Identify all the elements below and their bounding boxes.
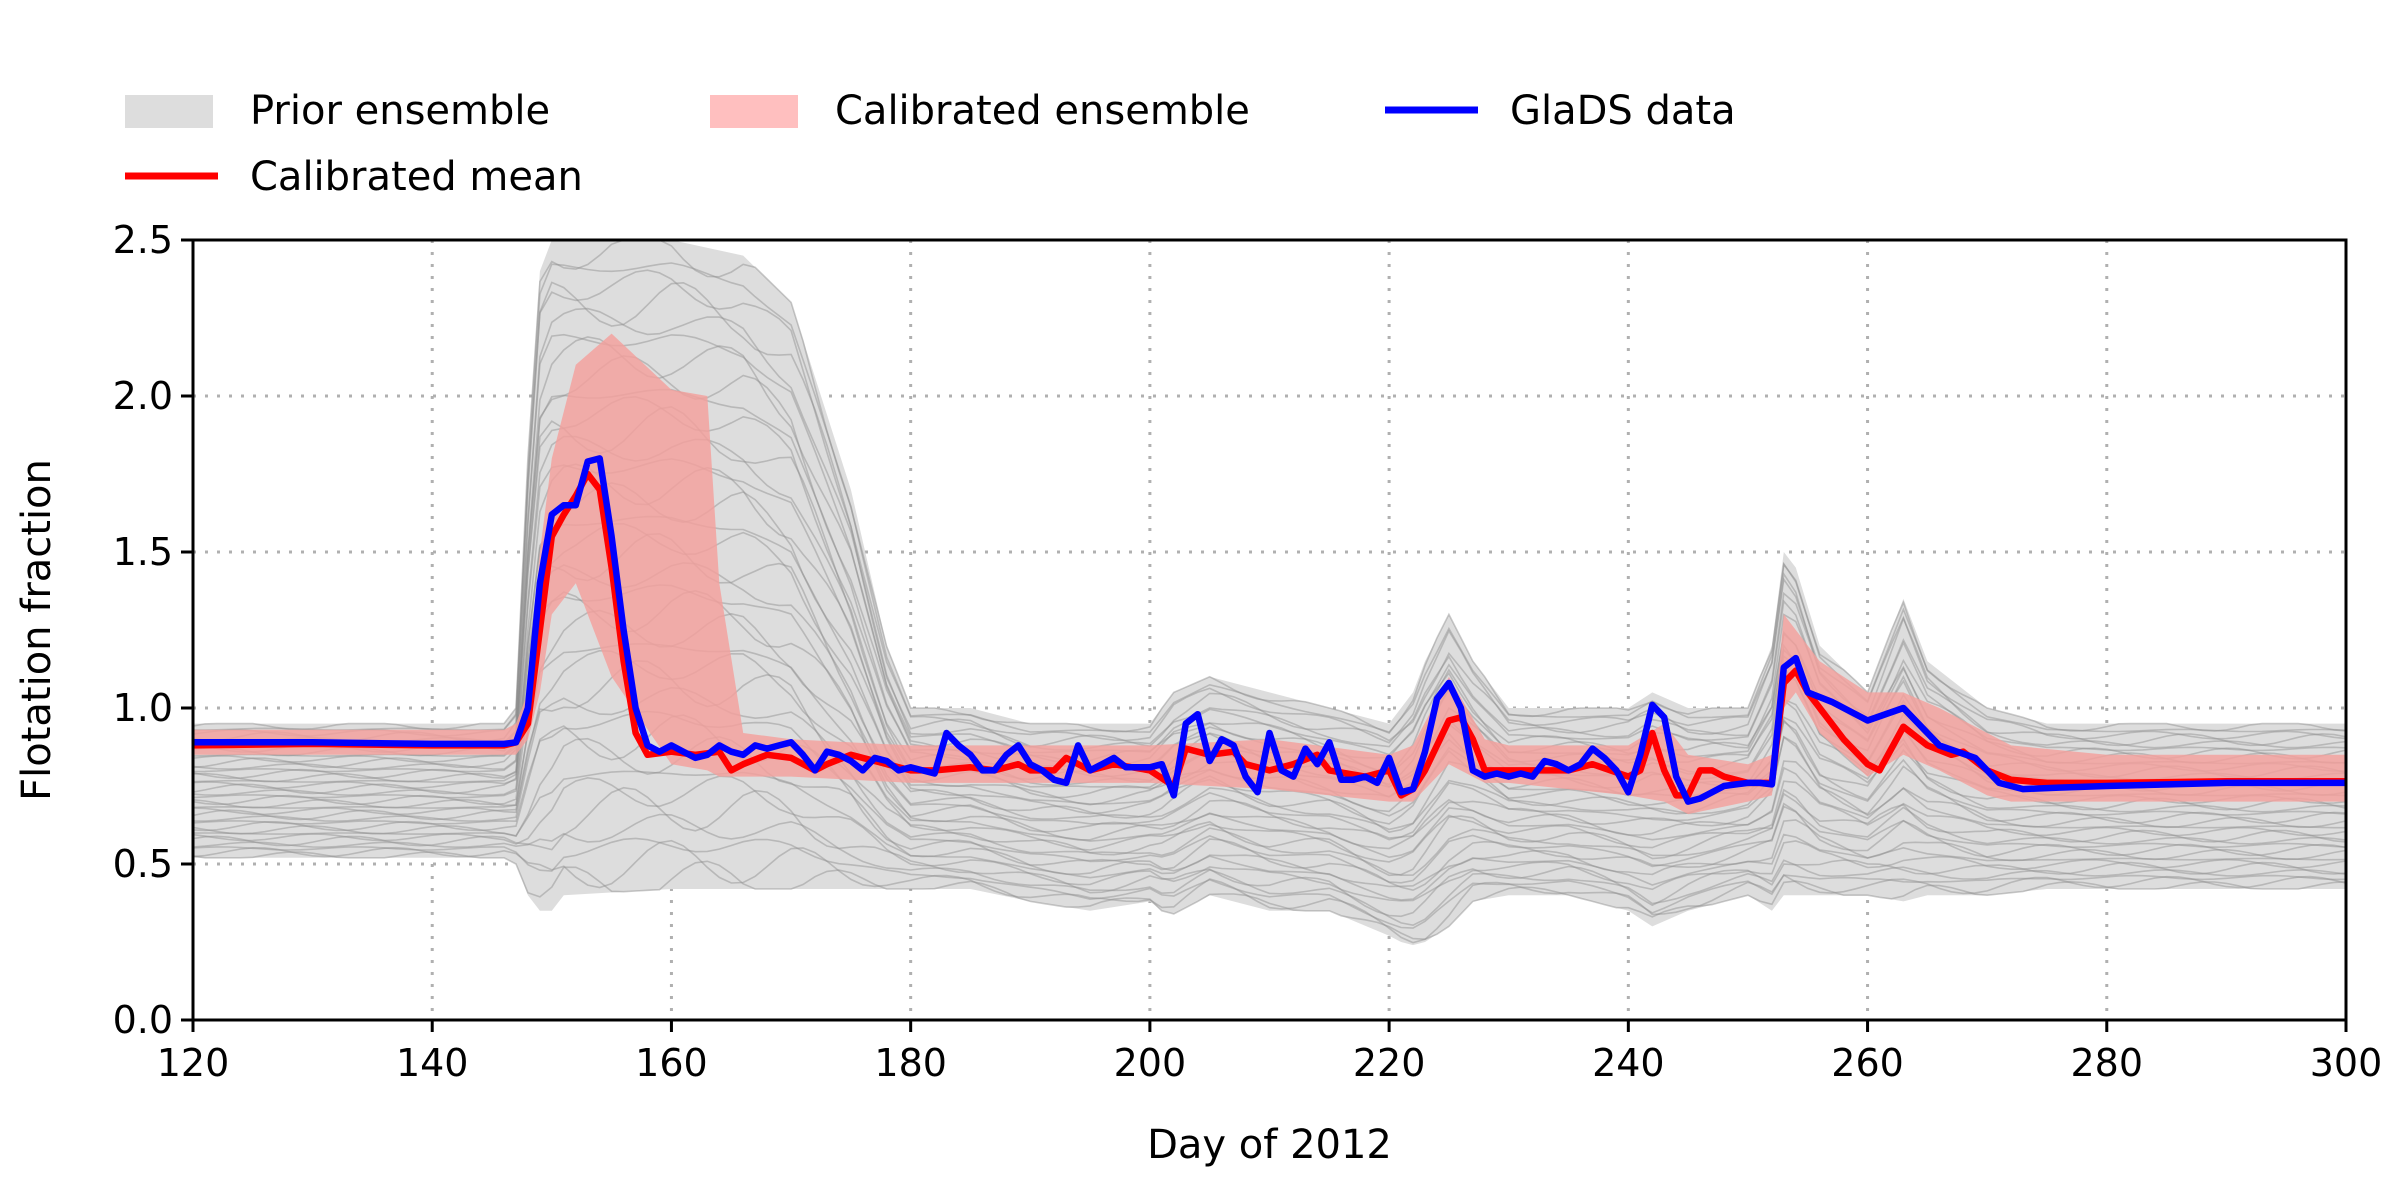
y-tick-label: 0.5 bbox=[113, 842, 173, 886]
prior-ensemble-member bbox=[193, 851, 2346, 941]
prior-ensemble-member bbox=[193, 839, 2346, 944]
plot-frame bbox=[191, 238, 2348, 1022]
y-tick-label: 0.0 bbox=[113, 998, 173, 1042]
legend-label-glads-data: GlaDS data bbox=[1510, 88, 1736, 134]
prior-ensemble-member bbox=[193, 649, 2346, 863]
legend-label-prior-ensemble: Prior ensemble bbox=[250, 88, 550, 134]
x-tick-label: 220 bbox=[1353, 1041, 1426, 1085]
glads-data-line bbox=[193, 455, 2346, 805]
prior-ensemble-member bbox=[193, 813, 2346, 927]
x-tick-label: 240 bbox=[1592, 1041, 1665, 1085]
x-tick-label: 260 bbox=[1831, 1041, 1904, 1085]
x-tick-label: 180 bbox=[874, 1041, 947, 1085]
y-tick-label: 2.0 bbox=[113, 374, 173, 418]
y-tick-label: 1.5 bbox=[113, 530, 173, 574]
x-tick-label: 300 bbox=[2310, 1041, 2383, 1085]
y-tick-label: 1.0 bbox=[113, 686, 173, 730]
prior-ensemble-member bbox=[193, 333, 2346, 756]
prior-ensemble-member bbox=[193, 736, 2346, 888]
prior-ensemble-member bbox=[193, 609, 2346, 850]
legend-swatch-calibrated-ensemble bbox=[710, 95, 798, 128]
x-tick-label: 120 bbox=[157, 1041, 230, 1085]
prior-ensemble-member bbox=[193, 659, 2346, 877]
plot-area bbox=[193, 240, 2346, 946]
prior-ensemble-member bbox=[193, 770, 2346, 901]
prior-ensemble-member bbox=[193, 643, 2346, 859]
prior-ensemble-member bbox=[193, 281, 2346, 748]
prior-ensemble-member bbox=[193, 240, 2346, 734]
prior-ensemble-member bbox=[193, 775, 2346, 902]
legend: Prior ensemble Calibrated ensemble GlaDS… bbox=[125, 88, 1736, 200]
y-tick-label: 2.5 bbox=[113, 218, 173, 262]
prior-ensemble-member bbox=[193, 786, 2346, 918]
legend-label-calibrated-mean: Calibrated mean bbox=[250, 154, 583, 200]
axis-ticks: 120 140 160 180 200 220 240 260 280 300 0.0 0.5 1.0 1… bbox=[113, 218, 2383, 1085]
legend-label-calibrated-ensemble: Calibrated ensemble bbox=[835, 88, 1250, 134]
legend-swatch-prior-ensemble bbox=[125, 95, 213, 128]
prior-ensemble-member bbox=[193, 262, 2346, 734]
x-axis-label: Day of 2012 bbox=[1147, 1122, 1392, 1168]
x-tick-label: 140 bbox=[396, 1041, 469, 1085]
prior-ensemble-member bbox=[193, 686, 2346, 877]
prior-ensemble-member bbox=[193, 269, 2346, 744]
prior-ensemble-member bbox=[193, 837, 2346, 929]
x-tick-label: 280 bbox=[2071, 1041, 2144, 1085]
x-tick-label: 160 bbox=[635, 1041, 708, 1085]
prior-ensemble-member bbox=[193, 714, 2346, 892]
prior-ensemble-member bbox=[193, 710, 2346, 884]
prior-ensemble-member bbox=[193, 307, 2346, 752]
y-axis-label: Flotation fraction bbox=[14, 459, 60, 801]
x-tick-label: 200 bbox=[1114, 1041, 1187, 1085]
